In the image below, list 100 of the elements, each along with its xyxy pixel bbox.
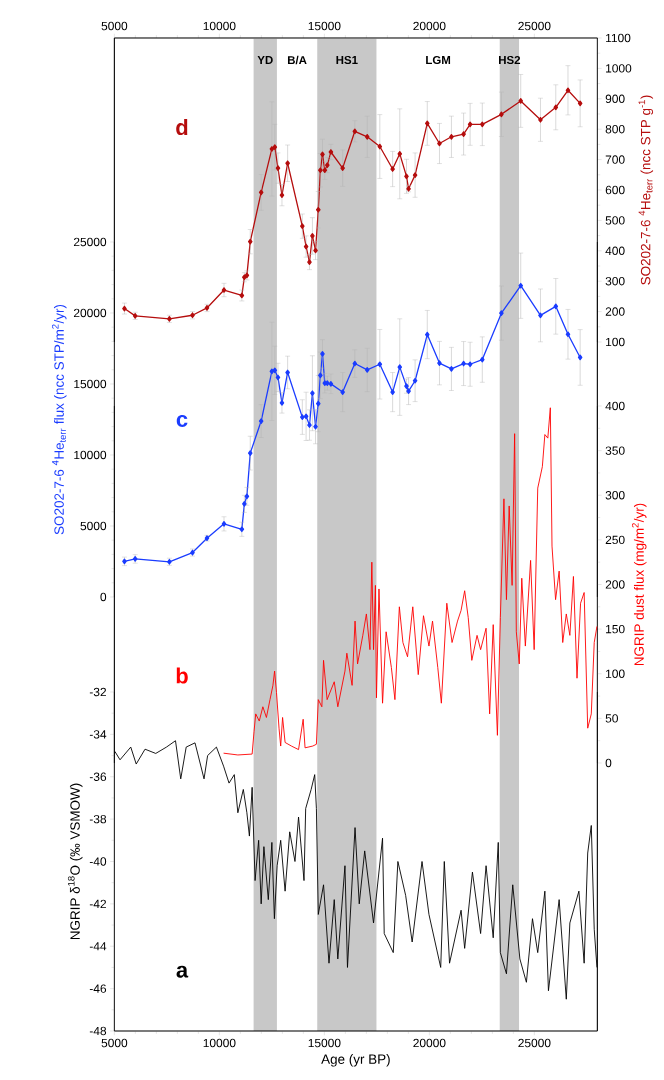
point xyxy=(221,521,227,527)
point xyxy=(404,173,409,180)
y-tick-label: 0 xyxy=(100,592,106,602)
y-tick-label: 100 xyxy=(605,337,625,347)
text: a xyxy=(176,965,189,978)
y-tick-label: -36 xyxy=(89,772,106,781)
point xyxy=(461,360,466,367)
point xyxy=(518,98,523,104)
point xyxy=(424,331,430,338)
point xyxy=(317,167,323,174)
y-tick-label: -38 xyxy=(89,814,106,824)
point xyxy=(275,374,281,381)
y-tick-label: 400 xyxy=(605,401,625,411)
point xyxy=(461,131,466,137)
point xyxy=(258,189,264,196)
y-tick-label: 700 xyxy=(605,155,625,164)
y-tick-label: 350 xyxy=(605,446,625,455)
point xyxy=(537,116,543,123)
point xyxy=(553,104,558,111)
y-tick-label: 300 xyxy=(605,491,625,500)
point xyxy=(299,223,305,230)
x2-tick-label: 5000 xyxy=(101,21,128,31)
point xyxy=(397,364,402,370)
point xyxy=(565,87,571,94)
point xyxy=(364,367,370,373)
y-tick-label: -46 xyxy=(89,984,106,993)
y-tick-label: 150 xyxy=(605,624,625,634)
point xyxy=(328,381,333,387)
point xyxy=(377,361,382,368)
y-tick-label: 100 xyxy=(605,669,625,678)
point xyxy=(377,143,382,150)
y-tick-label: 600 xyxy=(605,185,625,195)
point xyxy=(577,100,583,107)
annotation: B/A xyxy=(287,55,307,65)
point xyxy=(285,160,290,167)
x-axis-title: Age (yr BP) xyxy=(320,1054,390,1067)
y-axis-title: SO202-7-6 $^{4}$He$_{terr}$ flux (ncc STP/m$^{2}$/yr) xyxy=(51,304,67,535)
y-tick-label: 900 xyxy=(605,94,625,104)
y-tick-label: 5000 xyxy=(80,521,106,531)
y-tick-label: 0 xyxy=(605,758,612,768)
annotation: LGM xyxy=(425,55,450,65)
point xyxy=(565,331,571,338)
y-tick-label: -32 xyxy=(89,687,106,697)
y-tick-label: 200 xyxy=(605,580,625,589)
x2-tick-label: 20000 xyxy=(413,21,446,31)
x-tick-label: 15000 xyxy=(308,1038,341,1048)
point xyxy=(279,400,285,406)
y-tick-label: -48 xyxy=(89,1026,106,1036)
x2-tick-label: 15000 xyxy=(308,21,341,31)
point xyxy=(390,389,395,395)
point xyxy=(340,389,345,395)
text: c xyxy=(176,414,188,427)
y-tick-label: 800 xyxy=(605,124,625,134)
point xyxy=(479,356,485,363)
y-tick-label: -40 xyxy=(89,857,106,866)
point xyxy=(424,120,430,127)
point xyxy=(352,360,357,367)
y-tick-label: -44 xyxy=(89,942,107,951)
x-tick-label: 5000 xyxy=(101,1038,128,1048)
point xyxy=(247,238,253,245)
point xyxy=(313,423,318,430)
x-tick-label: 20000 xyxy=(413,1038,446,1048)
y-tick-label: 20000 xyxy=(73,308,106,318)
point xyxy=(364,133,370,140)
point xyxy=(303,413,309,420)
point xyxy=(303,243,309,250)
point xyxy=(306,259,312,265)
point xyxy=(272,144,277,150)
x-tick-label: 10000 xyxy=(203,1038,236,1048)
band-label: HS2 xyxy=(498,55,520,65)
y-tick-label: 25000 xyxy=(73,237,106,247)
point xyxy=(320,351,325,357)
y-tick-label: 50 xyxy=(605,714,618,723)
band-label: YD xyxy=(257,56,273,64)
y-axis-title: SO202-7-6 $^{4}$He$_{terr}$ (ncc STP g$^{-1}$) xyxy=(638,95,653,285)
point xyxy=(553,303,558,310)
line-series xyxy=(222,407,598,756)
point xyxy=(498,310,504,316)
y-tick-label: 200 xyxy=(605,307,625,316)
point xyxy=(479,121,485,128)
point xyxy=(315,206,321,213)
point xyxy=(448,133,454,140)
point xyxy=(285,369,290,376)
point xyxy=(275,165,281,171)
y-axis-title: NGRIP δ$^{18}$O (‰ VSMOW) xyxy=(67,783,83,940)
point xyxy=(404,383,409,389)
y-tick-label: 400 xyxy=(605,246,625,256)
point xyxy=(498,111,504,118)
point xyxy=(221,287,227,293)
y-tick-label: 250 xyxy=(605,535,625,545)
point xyxy=(309,390,315,397)
point xyxy=(436,140,442,147)
y-tick-label: 1000 xyxy=(605,64,632,73)
point xyxy=(448,366,454,372)
y-tick-label: 300 xyxy=(605,276,625,286)
text: d xyxy=(176,119,188,136)
point xyxy=(518,282,523,289)
point xyxy=(467,121,473,128)
point xyxy=(436,360,442,366)
point xyxy=(313,247,318,254)
